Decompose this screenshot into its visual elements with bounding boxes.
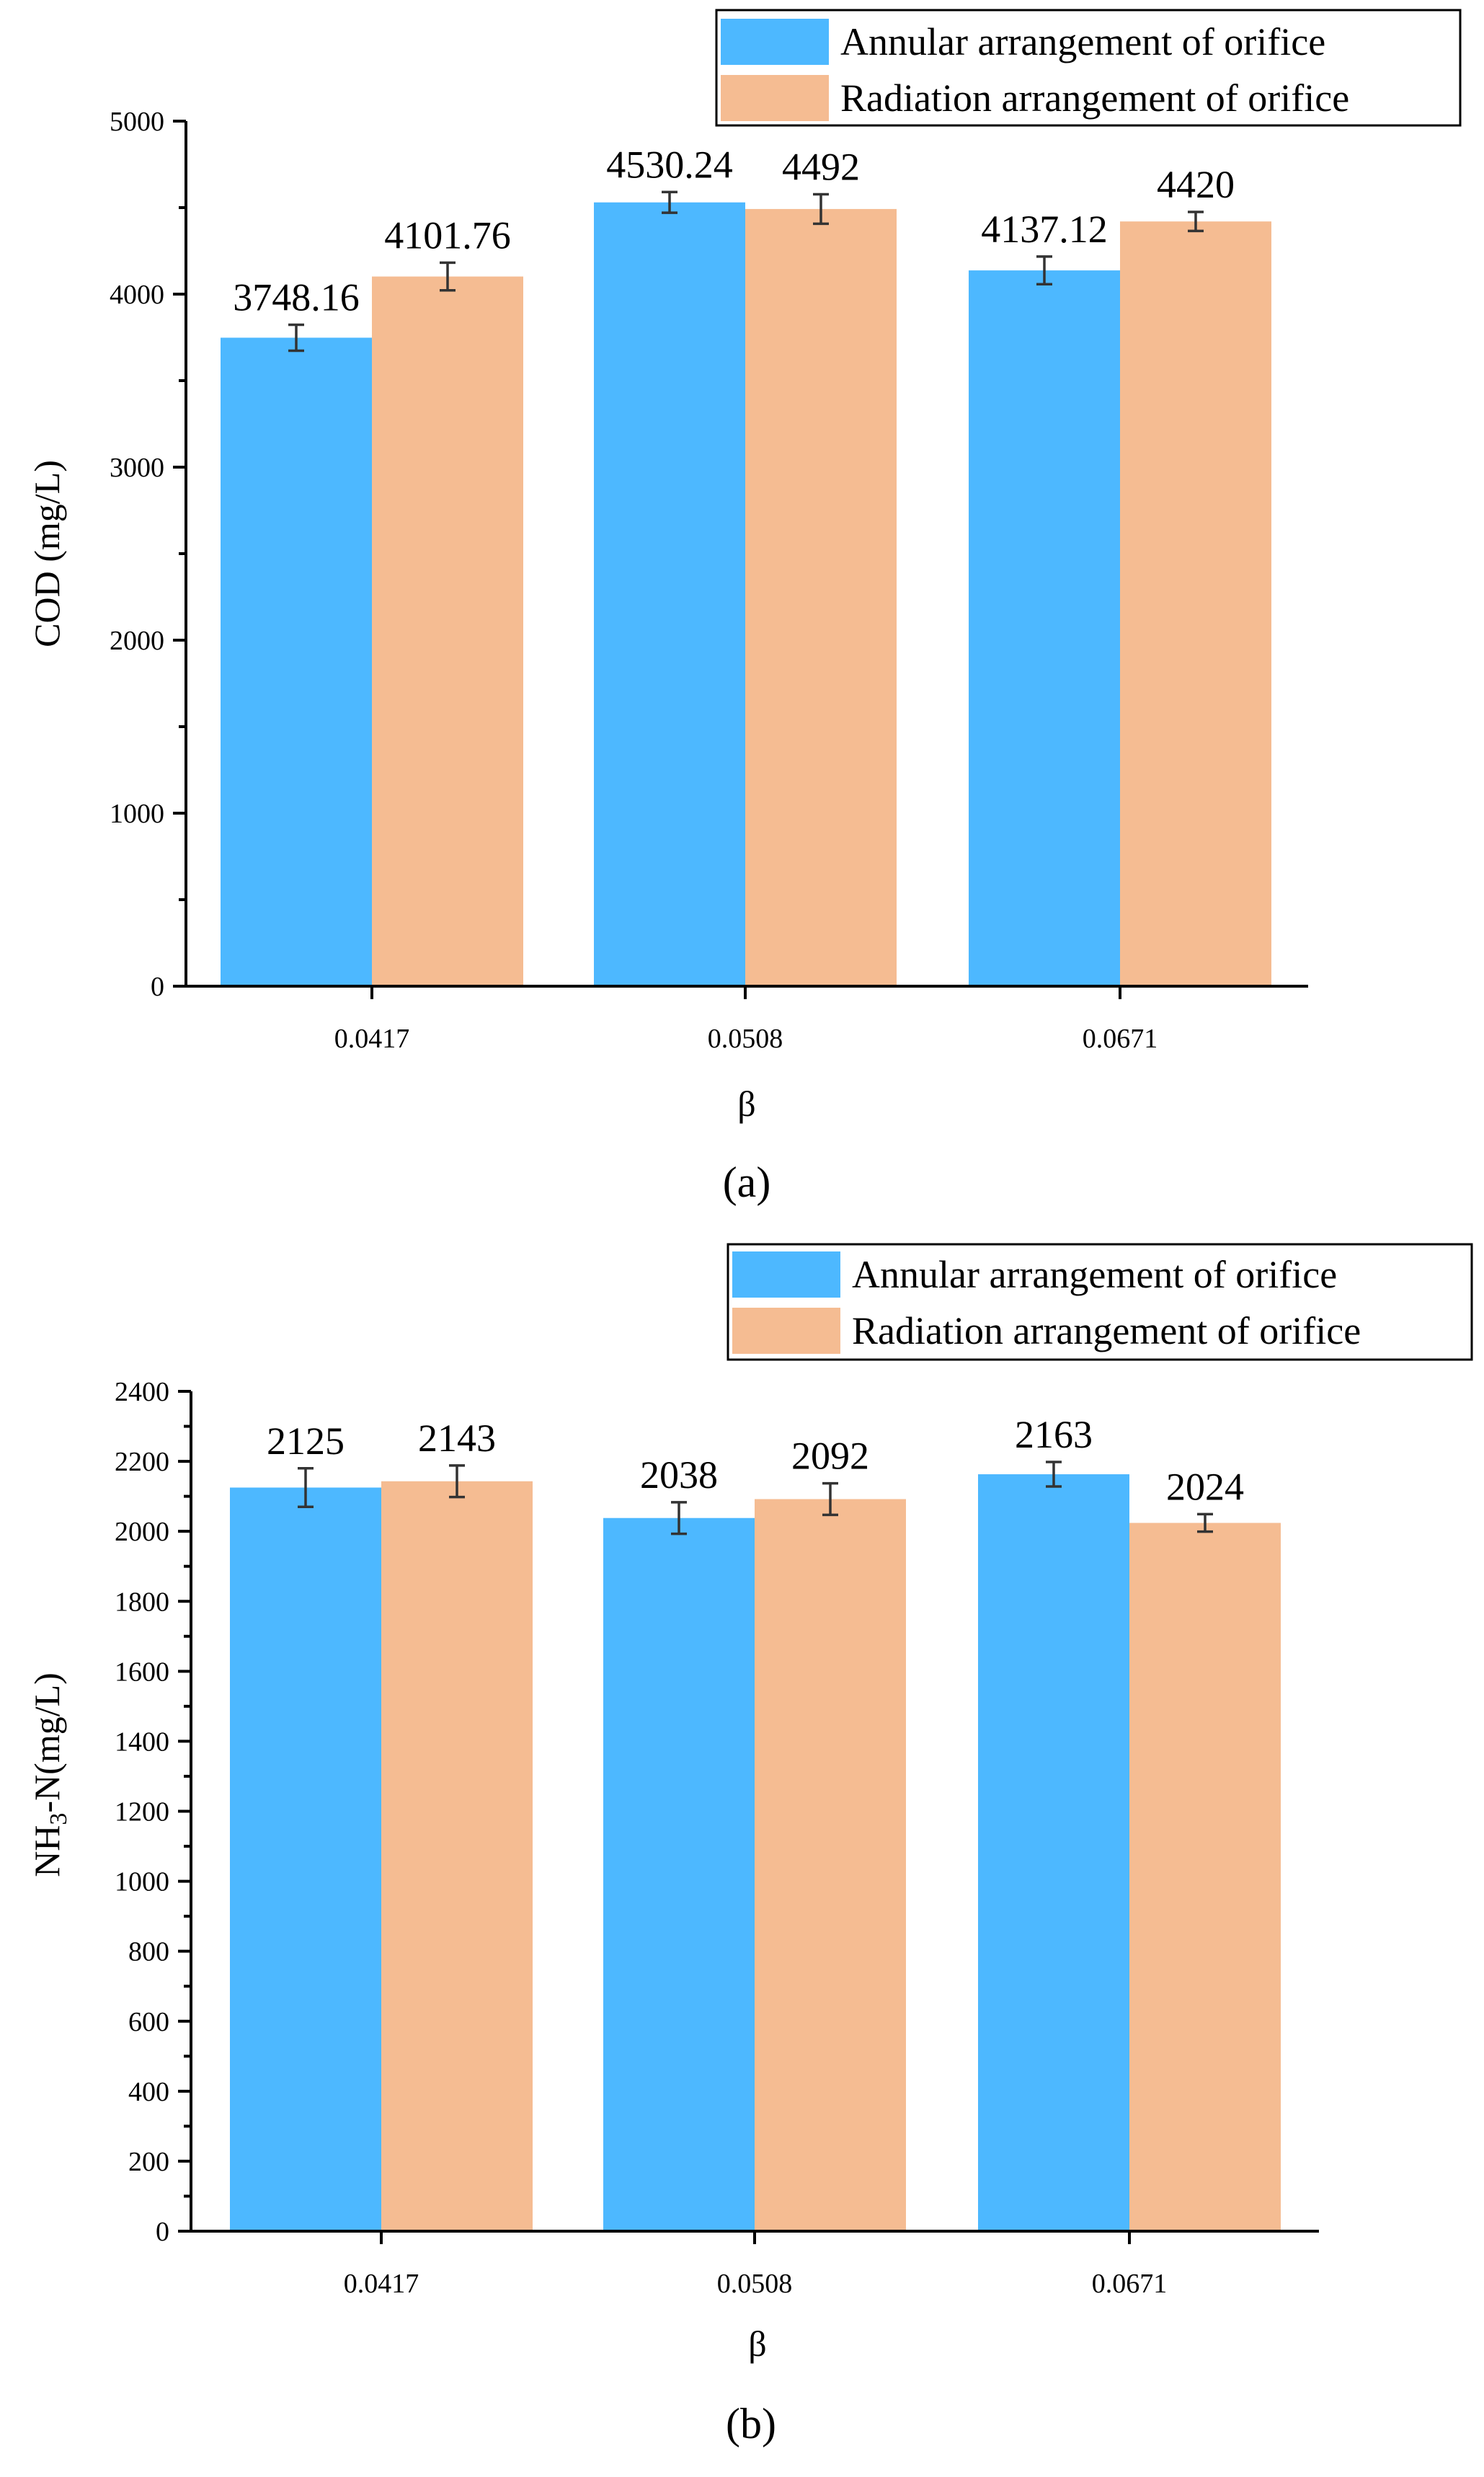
bar-radiation-0.0508 bbox=[755, 1499, 906, 2231]
legend: Annular arrangement of orifice Radiation … bbox=[715, 9, 1462, 127]
legend-swatch-radiation bbox=[732, 1308, 840, 1354]
data-label: 2092 bbox=[791, 1435, 869, 1478]
bar-radiation-0.0671 bbox=[1129, 1523, 1281, 2231]
chart-panel-2: 2125 2038 2163 2143 2092 2024 0 200 400 600 800 100… bbox=[27, 1243, 1473, 2447]
error-bar-annular-0.0417 bbox=[298, 1467, 314, 1508]
x-tick-label: 0.0417 bbox=[334, 1024, 410, 1054]
data-label: 4530.24 bbox=[606, 143, 733, 186]
data-label: 2143 bbox=[418, 1417, 496, 1460]
legend-swatch-radiation bbox=[721, 75, 829, 121]
x-tick-label: 0.0417 bbox=[344, 2269, 419, 2299]
bar-annular-0.0417 bbox=[230, 1487, 381, 2231]
legend-label-annular: Annular arrangement of orifice bbox=[852, 1253, 1337, 1296]
bar-annular-0.0508 bbox=[603, 1517, 755, 2231]
panel-label: (b) bbox=[726, 2400, 776, 2447]
y-tick-label: 200 bbox=[128, 2147, 169, 2177]
bar-annular-0.0671 bbox=[978, 1474, 1129, 2231]
y-tick-label: 1000 bbox=[110, 799, 164, 829]
data-label: 2024 bbox=[1166, 1465, 1244, 1508]
x-tick-label: 0.0508 bbox=[717, 2269, 793, 2299]
x-axis-title: β bbox=[737, 1084, 755, 1124]
x-tick-label: 0.0508 bbox=[708, 1024, 783, 1054]
data-label: 4137.12 bbox=[981, 208, 1108, 251]
x-tick-label: 0.0671 bbox=[1083, 1024, 1158, 1054]
bar-radiation-0.0417 bbox=[381, 1481, 533, 2231]
bar-radiation-0.0508 bbox=[745, 208, 897, 986]
legend-swatch-annular bbox=[721, 19, 829, 65]
legend-label-annular: Annular arrangement of orifice bbox=[840, 20, 1325, 63]
error-bar-radiation-0.0671 bbox=[1188, 211, 1204, 233]
data-label: 2163 bbox=[1015, 1413, 1093, 1456]
bar-annular-0.0671 bbox=[969, 270, 1120, 986]
y-tick-label: 600 bbox=[128, 2007, 169, 2037]
data-label: 2038 bbox=[640, 1453, 718, 1497]
error-bar-radiation-0.0508 bbox=[822, 1481, 838, 1517]
data-label: 4101.76 bbox=[384, 213, 511, 257]
legend-swatch-annular bbox=[732, 1251, 840, 1298]
y-tick-label: 0 bbox=[156, 2217, 169, 2247]
y-axis-title: COD (mg/L) bbox=[27, 460, 67, 647]
y-tick-label: 1200 bbox=[115, 1797, 169, 1827]
panel-label: (a) bbox=[723, 1158, 771, 1206]
y-tick-label: 2000 bbox=[115, 1517, 169, 1547]
error-bar-annular-0.0417 bbox=[288, 323, 304, 353]
y-tick-label: 2200 bbox=[115, 1447, 169, 1477]
bar-radiation-0.0671 bbox=[1120, 221, 1271, 987]
legend-label-radiation: Radiation arrangement of orifice bbox=[840, 76, 1349, 120]
y-tick-label: 4000 bbox=[110, 280, 164, 310]
y-tick-label: 1800 bbox=[115, 1587, 169, 1617]
legend: Annular arrangement of orifice Radiation … bbox=[727, 1243, 1473, 1361]
error-bar-radiation-0.0671 bbox=[1197, 1512, 1213, 1533]
x-tick-label: 0.0671 bbox=[1092, 2269, 1168, 2299]
data-label: 3748.16 bbox=[233, 275, 360, 319]
y-tick-label: 1400 bbox=[115, 1727, 169, 1757]
x-axis-title: β bbox=[748, 2323, 766, 2364]
y-tick-label: 2400 bbox=[115, 1377, 169, 1407]
y-tick-label: 0 bbox=[151, 972, 164, 1002]
y-axis-title: NH3-N(mg/L) bbox=[27, 1672, 72, 1877]
data-label: 4492 bbox=[782, 146, 860, 189]
y-tick-label: 800 bbox=[128, 1937, 169, 1967]
legend-label-radiation: Radiation arrangement of orifice bbox=[852, 1309, 1361, 1352]
bar-annular-0.0417 bbox=[221, 337, 372, 986]
bar-annular-0.0508 bbox=[594, 202, 745, 986]
data-label: 4420 bbox=[1157, 163, 1235, 206]
legend-box bbox=[727, 1243, 1473, 1361]
legend-box bbox=[715, 9, 1462, 127]
error-bar-radiation-0.0417 bbox=[449, 1464, 465, 1499]
error-bar-radiation-0.0417 bbox=[440, 261, 456, 292]
y-tick-label: 400 bbox=[128, 2077, 169, 2107]
y-tick-label: 1000 bbox=[115, 1867, 169, 1897]
error-bar-annular-0.0508 bbox=[662, 190, 677, 214]
y-tick-label: 5000 bbox=[110, 107, 164, 137]
y-tick-label: 1600 bbox=[115, 1657, 169, 1687]
data-label: 2125 bbox=[267, 1419, 345, 1463]
chart-panel-1: 3748.16 4530.24 4137.12 4101.76 4492 4420 0 100… bbox=[27, 9, 1462, 1206]
error-bar-radiation-0.0508 bbox=[813, 192, 829, 226]
error-bar-annular-0.0671 bbox=[1046, 1461, 1062, 1488]
y-tick-label: 2000 bbox=[110, 626, 164, 656]
error-bar-annular-0.0671 bbox=[1036, 255, 1052, 286]
error-bar-annular-0.0508 bbox=[671, 1501, 687, 1536]
bar-radiation-0.0417 bbox=[372, 276, 523, 986]
y-tick-label: 3000 bbox=[110, 453, 164, 483]
